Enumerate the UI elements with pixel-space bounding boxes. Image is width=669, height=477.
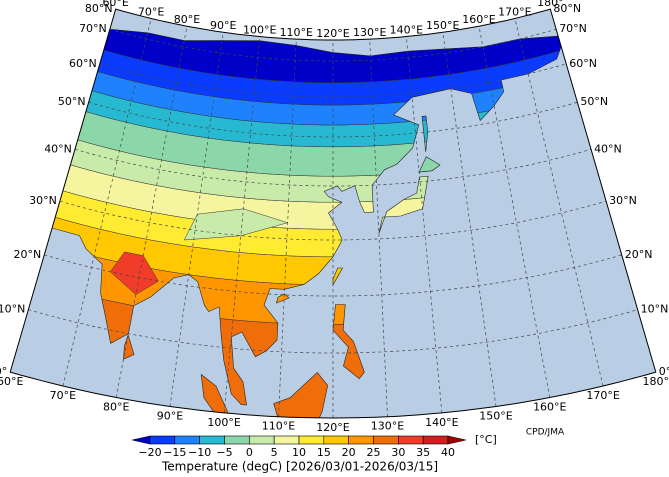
- colorbar-unit: [°C]: [475, 433, 497, 446]
- lat-label: 70°N: [79, 22, 107, 35]
- coastline: [421, 115, 429, 152]
- temperature-band: [110, 251, 159, 295]
- lat-label: 0°: [0, 365, 7, 378]
- colorbar-end: [131, 435, 151, 445]
- lat-label: 50°N: [580, 95, 608, 108]
- lat-label: 70°N: [559, 22, 587, 35]
- colorbar-end: [447, 435, 467, 445]
- colorbar-bin: [373, 435, 399, 445]
- colorbar-tick-label: 30: [391, 446, 405, 459]
- colorbar-bin: [174, 435, 200, 445]
- lat-label: 20°N: [625, 248, 653, 261]
- lon-label: 80°E: [103, 401, 129, 414]
- colorbar-tick-label: 20: [342, 446, 356, 459]
- colorbar-tick-label: −20: [138, 446, 161, 459]
- graticule: [28, 309, 638, 354]
- colorbar-tick-label: 35: [416, 446, 430, 459]
- coastline: [378, 175, 429, 234]
- lon-label: 170°E: [498, 5, 531, 18]
- colorbar-tick-label: −15: [163, 446, 186, 459]
- lon-label: 60°E: [0, 375, 23, 388]
- colorbar-tick-label: 5: [271, 446, 278, 459]
- lat-label: 30°N: [609, 194, 637, 207]
- lon-label: 140°E: [425, 416, 458, 429]
- lon-label: 130°E: [371, 420, 404, 433]
- colorbar-bin: [323, 435, 349, 445]
- colorbar-bin: [249, 435, 275, 445]
- colorbar-bin: [224, 435, 250, 445]
- lon-label: 70°E: [138, 5, 164, 18]
- colorbar-tick-label: 10: [292, 446, 306, 459]
- lat-label: 50°N: [58, 95, 86, 108]
- lat-label: 60°N: [69, 57, 97, 70]
- graticule: [278, 39, 297, 417]
- colorbar-bin: [273, 435, 300, 445]
- coastline: [273, 371, 329, 418]
- lon-label: 180°: [537, 0, 564, 9]
- colorbar-tick-label: 25: [367, 446, 381, 459]
- credit: CPD/JMA: [526, 428, 565, 438]
- lat-label: 20°N: [14, 248, 42, 261]
- graticule: [88, 101, 578, 138]
- lon-label: 90°E: [210, 19, 236, 32]
- colorbar-bin: [149, 435, 176, 445]
- lon-label: 180°: [643, 375, 669, 388]
- lat-label: 40°N: [594, 142, 622, 155]
- lon-label: 80°E: [174, 13, 200, 26]
- lon-label: 150°E: [426, 19, 459, 32]
- lon-label: 130°E: [353, 26, 386, 39]
- lon-label: 110°E: [262, 420, 295, 433]
- lon-label: 100°E: [243, 24, 276, 37]
- lat-label: 40°N: [44, 142, 72, 155]
- colorbar-tick-label: 40: [441, 446, 455, 459]
- lon-label: 160°E: [533, 401, 566, 414]
- lon-label: 70°E: [50, 389, 76, 402]
- temperature-band: [183, 208, 289, 241]
- colorbar-tick-label: 15: [317, 446, 331, 459]
- graticule: [44, 254, 622, 297]
- coastline: [276, 293, 290, 304]
- colorbar-tick-label: 0: [246, 446, 253, 459]
- lat-label: 10°N: [0, 303, 25, 316]
- title: Temperature (degC) [2026/03/01-2026/03/1…: [161, 460, 438, 474]
- lon-label: 110°E: [280, 26, 313, 39]
- lon-label: 150°E: [479, 409, 512, 422]
- coastline: [51, 28, 562, 406]
- colorbar-bin: [298, 435, 325, 445]
- lon-label: 100°E: [207, 416, 240, 429]
- lon-label: 140°E: [390, 24, 423, 37]
- lat-label: 80°N: [553, 2, 581, 15]
- lon-label: 90°E: [157, 409, 183, 422]
- colorbar-bin: [422, 435, 449, 445]
- coastline: [332, 267, 344, 286]
- lat-label: 10°N: [641, 303, 669, 316]
- colorbar-tick-label: −5: [216, 446, 232, 459]
- coastline: [123, 333, 135, 360]
- graticule: [59, 200, 607, 241]
- colorbar-bin: [398, 435, 424, 445]
- lon-label: 120°E: [316, 421, 349, 434]
- graticule: [62, 18, 152, 387]
- lon-label: 160°E: [462, 13, 495, 26]
- lon-label: 60°E: [102, 0, 128, 9]
- coastline: [418, 156, 441, 173]
- colorbar-bin: [199, 435, 225, 445]
- coastline: [332, 304, 365, 380]
- lat-label: 60°N: [569, 57, 597, 70]
- lat-label: 0°: [659, 365, 669, 378]
- colorbar-tick-label: −10: [188, 446, 211, 459]
- graticule: [369, 39, 388, 417]
- graticule: [99, 63, 567, 98]
- lat-label: 80°N: [85, 2, 113, 15]
- colorbar-bin: [348, 435, 374, 445]
- lon-label: 170°E: [586, 389, 619, 402]
- coastline: [200, 373, 255, 418]
- lat-label: 30°N: [29, 194, 57, 207]
- lon-label: 120°E: [316, 27, 349, 40]
- map-frame: [9, 8, 657, 419]
